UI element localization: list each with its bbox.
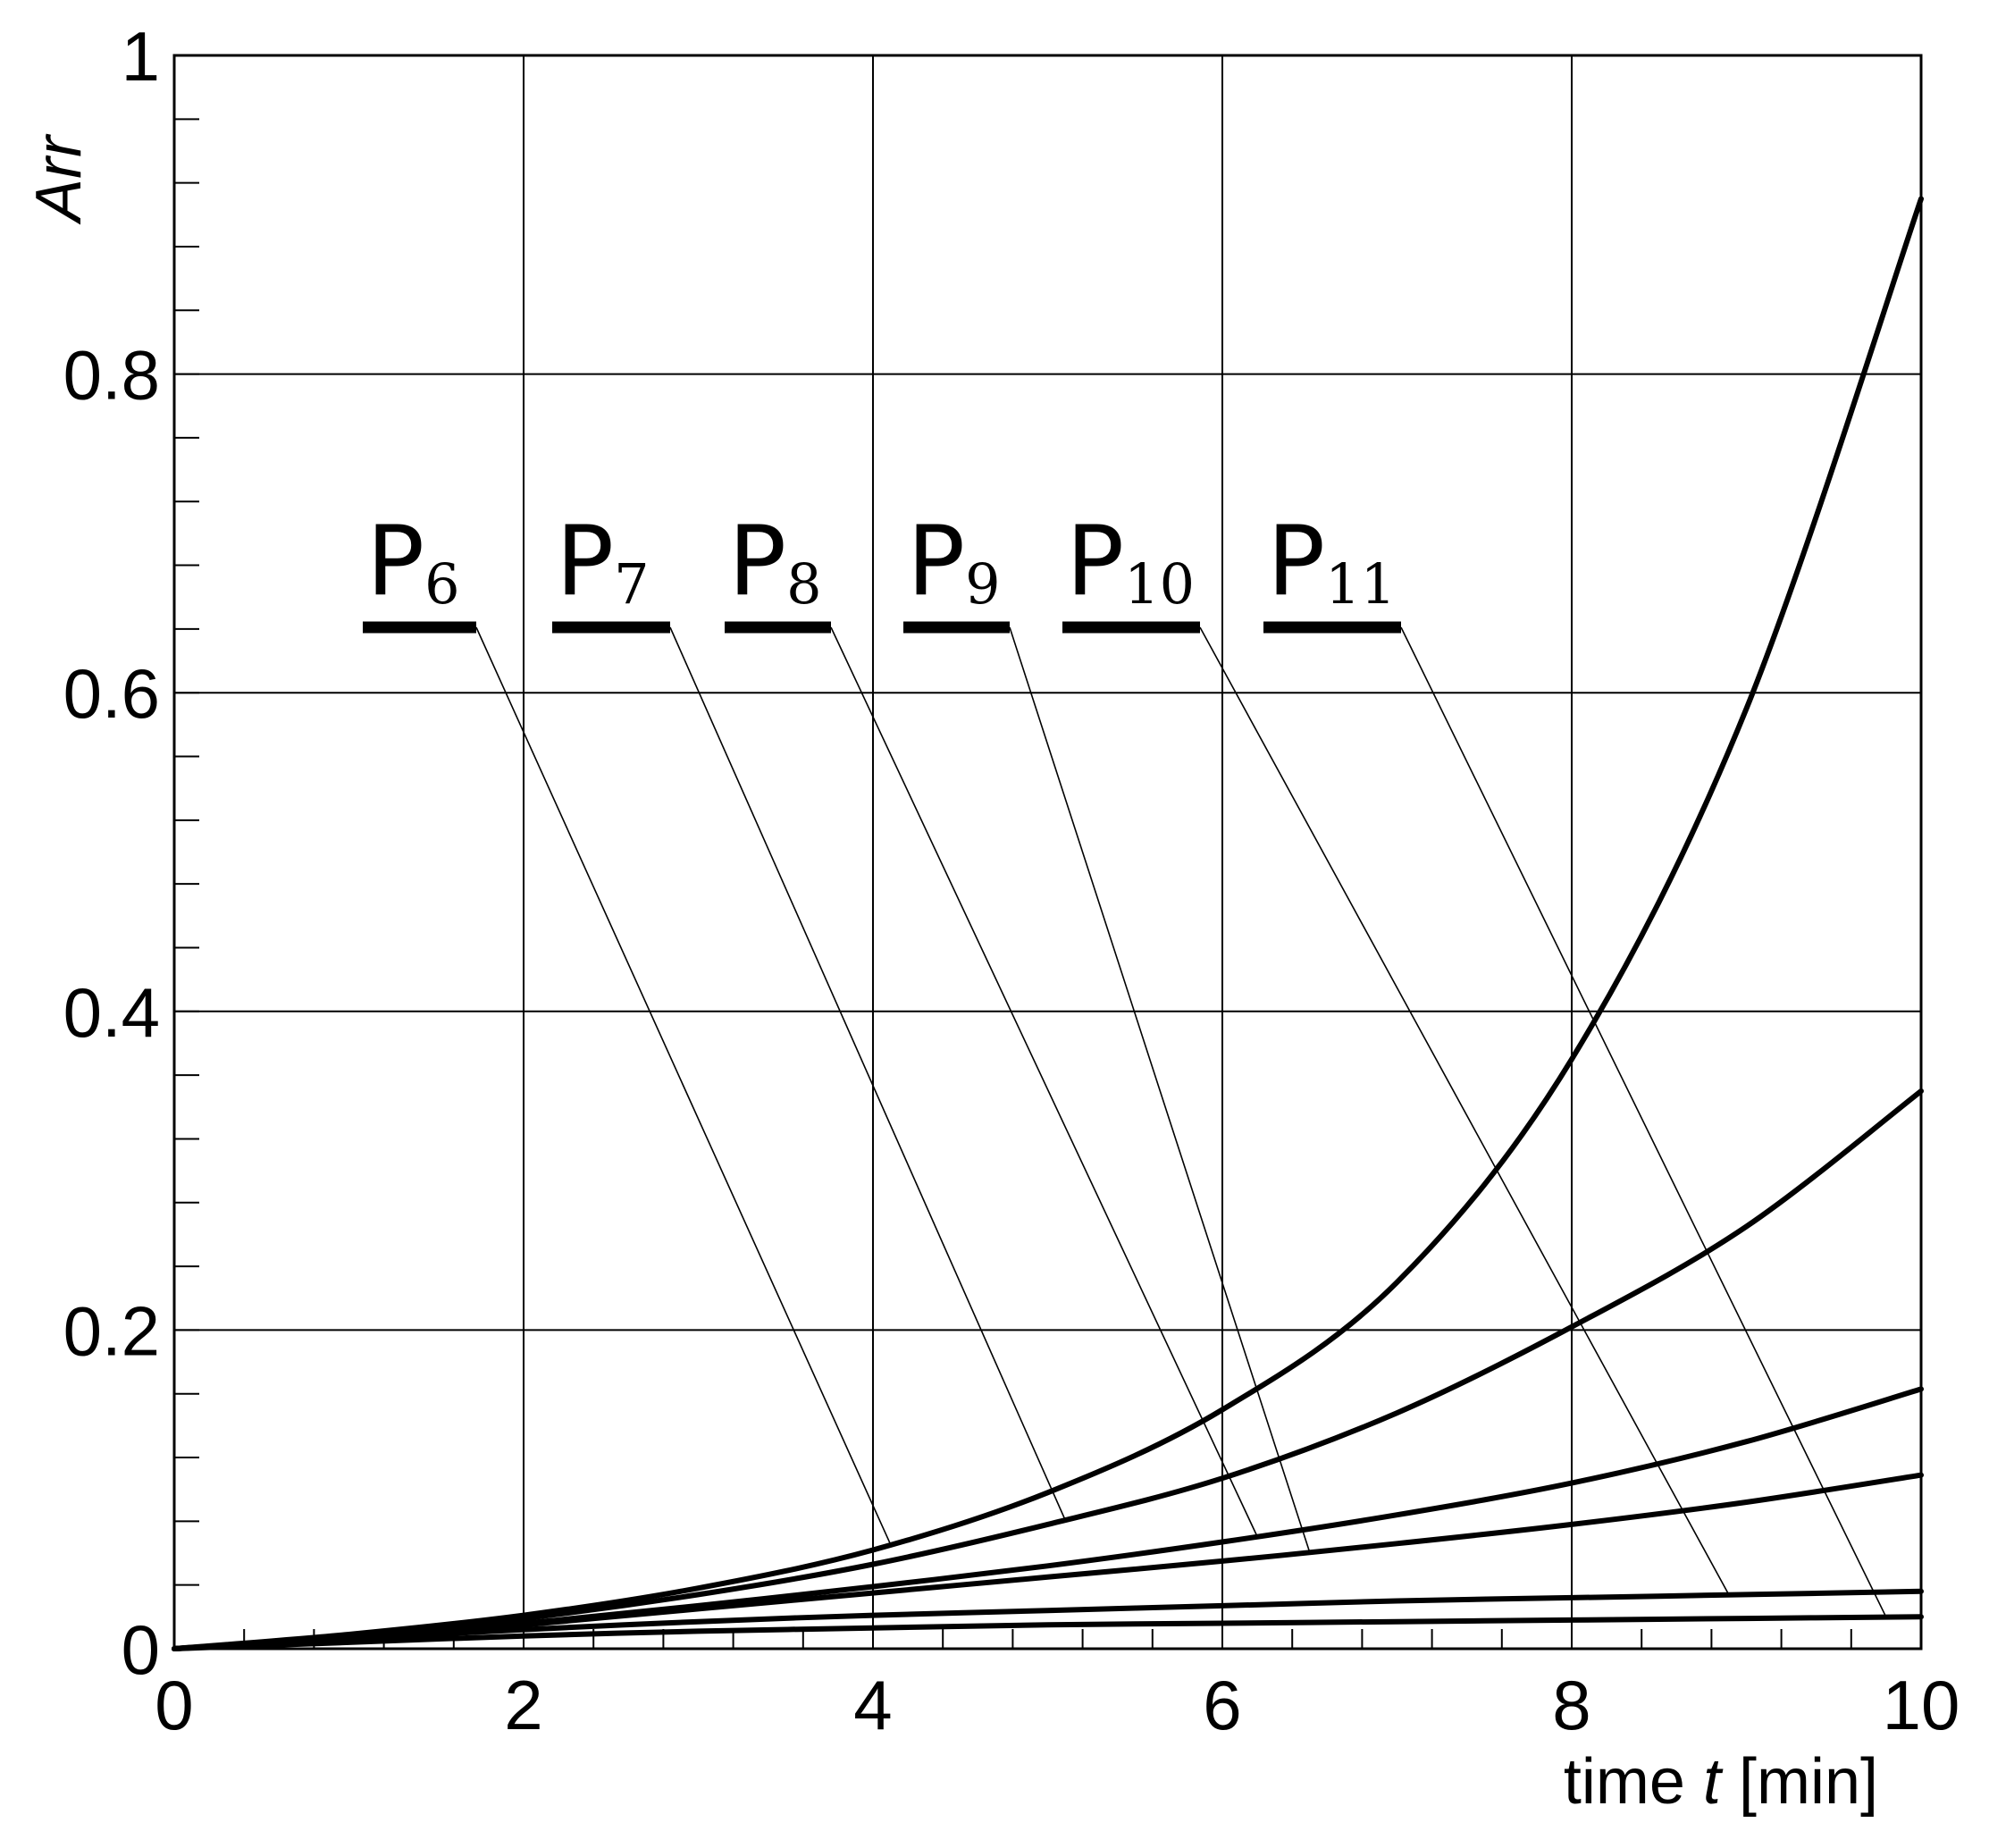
x-tick-label: 4	[853, 1666, 892, 1744]
x-tick-labels: 0 2 4 6 8 10	[155, 1666, 1960, 1744]
label-leaders	[475, 626, 1887, 1618]
series-line-P10	[172, 1588, 1924, 1651]
series-labels: P6 P7 P8 P9 P10 P11	[363, 506, 1401, 634]
x-tick-label: 10	[1883, 1666, 1960, 1744]
series-label-subscript: 7	[614, 551, 649, 617]
series-label-P11: P11	[1267, 506, 1396, 617]
series-label-main: P	[556, 506, 614, 617]
x-axis-label: time t [min]	[1564, 1746, 1878, 1818]
grid	[173, 55, 1922, 1650]
leader-line-P7	[669, 626, 1066, 1521]
series-lines	[172, 196, 1924, 1651]
series-label-subscript: 6	[424, 551, 459, 617]
x-axis-label-suffix: [min]	[1721, 1746, 1878, 1818]
y-tick-label: 0.2	[63, 1291, 160, 1370]
leader-line-P8	[830, 626, 1258, 1537]
series-line-P11	[172, 1614, 1924, 1651]
series-label-P8: P8	[728, 506, 822, 617]
series-line-P9	[172, 1472, 1924, 1651]
series-label-subscript: 9	[965, 551, 1000, 617]
series-label-main: P	[728, 506, 786, 617]
plot-frame	[172, 54, 1923, 1651]
series-label-P6: P6	[366, 506, 460, 617]
series-label-main: P	[1267, 506, 1325, 617]
minor-ticks	[173, 55, 1922, 1650]
y-tick-label: 0.4	[63, 973, 160, 1052]
series-label-P7: P7	[556, 506, 650, 617]
x-axis-label-variable: t	[1703, 1746, 1724, 1818]
series-label-subscript: 8	[786, 551, 821, 617]
series-line-P6	[172, 196, 1924, 1651]
series-label-main: P	[907, 506, 965, 617]
y-tick-label: 1	[122, 17, 160, 96]
leader-line-P11	[1400, 626, 1887, 1618]
x-axis-label-prefix: time	[1564, 1746, 1703, 1818]
x-tick-label: 2	[504, 1666, 542, 1744]
x-tick-label: 6	[1203, 1666, 1241, 1744]
y-tick-labels: 0 0.2 0.4 0.6 0.8 1	[63, 17, 160, 1689]
y-tick-label: 0.6	[63, 654, 160, 733]
series-label-subscript: 10	[1124, 551, 1195, 617]
x-tick-label: 8	[1552, 1666, 1590, 1744]
leader-line-P6	[475, 626, 892, 1545]
series-label-P9: P9	[907, 506, 1001, 617]
series-label-P10: P10	[1066, 506, 1195, 617]
leader-line-P9	[1009, 626, 1311, 1553]
y-tick-label: 0.8	[63, 336, 160, 415]
series-label-main: P	[366, 506, 424, 617]
y-tick-label: 0	[122, 1610, 160, 1689]
x-tick-label: 0	[155, 1666, 193, 1744]
series-label-subscript: 11	[1325, 551, 1396, 617]
series-line-P7	[172, 1088, 1924, 1651]
leader-line-P10	[1199, 626, 1730, 1596]
series-label-main: P	[1066, 506, 1124, 617]
y-axis-label: Arr	[23, 133, 95, 225]
